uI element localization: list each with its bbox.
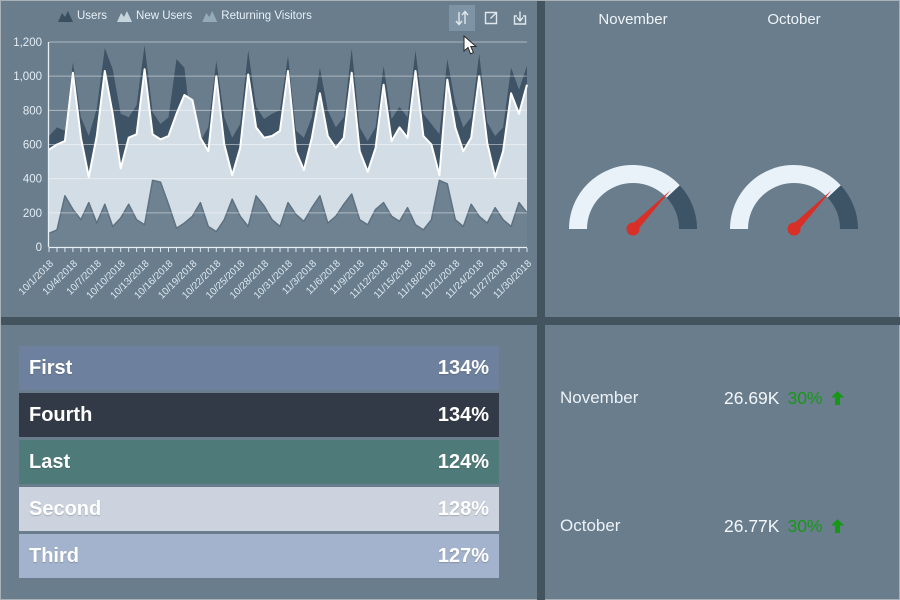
maximize-icon [484, 11, 498, 25]
kpi-delta: 30% [787, 387, 823, 408]
gauge-title-october: October [767, 11, 821, 28]
kpi-row: October 26.77K 30% [560, 511, 890, 541]
chart-toolbar [449, 5, 533, 31]
legend-item-users: Users [58, 10, 107, 22]
bar-value: 124% [437, 450, 489, 473]
bar-row[interactable]: Second 128% [19, 487, 499, 531]
gauge-october [730, 164, 858, 236]
maximize-button[interactable] [478, 5, 504, 31]
bar-row[interactable]: Fourth 134% [19, 393, 499, 437]
legend-label: Returning Visitors [221, 10, 312, 22]
visitors-chart-panel: Users New Users Returning Visitors [1, 1, 537, 317]
chart-legend: Users New Users Returning Visitors [58, 10, 312, 22]
bar-row[interactable]: First 134% [19, 346, 499, 390]
legend-item-returning-visitors: Returning Visitors [202, 10, 312, 22]
bar-label: Last [29, 450, 71, 473]
category-bars-panel: First 134% Fourth 134% Last 124% Second 128% Thi… [1, 325, 537, 600]
bar-value: 127% [437, 544, 489, 567]
svg-text:800: 800 [23, 105, 42, 117]
areas [48, 45, 528, 248]
bar-label: Second [29, 497, 102, 520]
area-series-icon [117, 10, 133, 22]
svg-text:0: 0 [36, 242, 42, 254]
bar-list: First 134% Fourth 134% Last 124% Second 128% Thi… [19, 346, 499, 581]
month-gauges [569, 164, 858, 236]
x-axis-labels: 10/1/201810/4/201810/7/201810/10/201810/… [17, 258, 535, 301]
gridlines [49, 41, 527, 214]
up-arrow-icon [830, 519, 844, 533]
download-icon [513, 11, 527, 25]
kpi-value: 26.69K [724, 387, 780, 408]
gauge-needle [791, 190, 832, 232]
bar-row[interactable]: Last 124% [19, 440, 499, 484]
gauge-needle [630, 190, 671, 232]
kpi-label: November [560, 388, 639, 407]
up-arrow-icon [830, 391, 844, 405]
svg-text:400: 400 [23, 174, 42, 186]
bar-value: 134% [437, 403, 489, 426]
kpi-delta: 30% [787, 515, 823, 536]
legend-item-new-users: New Users [117, 10, 192, 22]
bar-row[interactable]: Third 127% [19, 534, 499, 578]
kpi-list: November 26.69K 30% October 26.77K 30% [560, 325, 890, 541]
visitors-area-chart[interactable]: 0 200 400 600 800 1,000 1,200 10/1/201810/4/201… [1, 1, 537, 317]
sort-values-button[interactable] [449, 5, 475, 31]
legend-label: Users [77, 10, 108, 22]
svg-text:1,200: 1,200 [13, 37, 42, 49]
y-axis-labels: 0 200 400 600 800 1,000 1,200 [13, 37, 42, 254]
returning-visitors-area [49, 180, 527, 247]
bar-label: Fourth [29, 403, 93, 426]
legend-label: New Users [136, 10, 193, 22]
svg-text:600: 600 [23, 140, 42, 152]
swap-vertical-icon [455, 10, 469, 26]
axes [47, 42, 528, 252]
gauge-title-november: November [598, 11, 668, 28]
export-button[interactable] [507, 5, 533, 31]
kpi-panel: November 26.69K 30% October 26.77K 30% [545, 325, 900, 600]
gauge-november [569, 164, 697, 236]
vertical-divider [537, 1, 545, 600]
bar-value: 128% [437, 497, 489, 520]
svg-text:1,000: 1,000 [13, 71, 42, 83]
gauges-panel: November October [545, 1, 900, 317]
svg-text:200: 200 [23, 208, 42, 220]
kpi-label: October [560, 516, 621, 535]
bar-value: 134% [437, 356, 489, 379]
bar-label: First [29, 356, 73, 379]
bar-label: Third [29, 544, 79, 567]
kpi-value: 26.77K [724, 515, 780, 536]
horizontal-divider [1, 317, 900, 325]
area-series-icon [58, 10, 73, 22]
area-series-icon [202, 10, 218, 22]
kpi-row: November 26.69K 30% [560, 383, 890, 413]
